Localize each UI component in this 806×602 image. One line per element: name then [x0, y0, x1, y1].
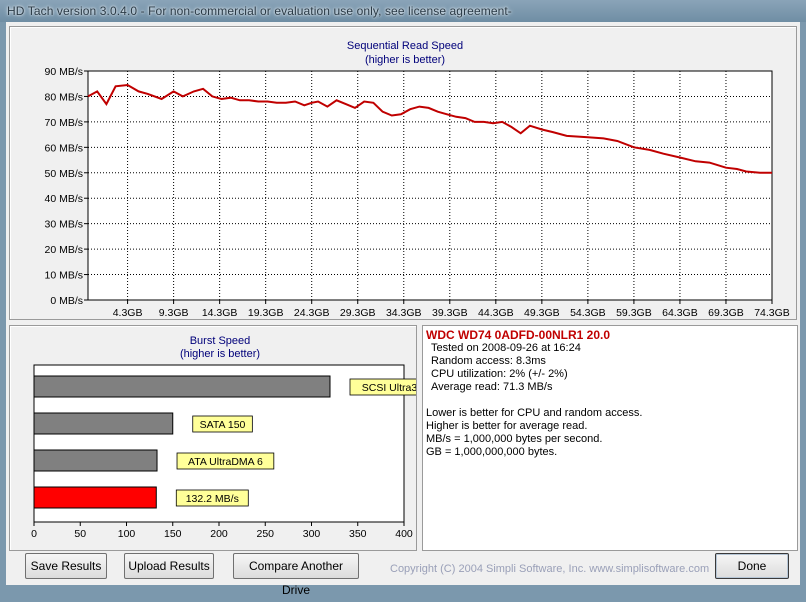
drive-model: WDC WD74 0ADFD-00NLR1 20.0	[426, 328, 611, 342]
seq-plot-area	[87, 70, 773, 301]
seq-xtick-label: 4.3GB	[113, 307, 143, 319]
seq-ytick-label: 20 MB/s	[44, 244, 83, 256]
burst-bar-label: 132.2 MB/s	[186, 493, 239, 505]
note-mbs: MB/s = 1,000,000 bytes per second.	[426, 433, 603, 445]
sequential-read-chart: Sequential Read Speed (higher is better)…	[44, 40, 790, 319]
done-button[interactable]: Done	[715, 553, 789, 579]
seq-xtick-label: 44.3GB	[478, 307, 514, 319]
burst-xtick-label: 50	[74, 528, 86, 540]
sequential-read-line	[87, 83, 772, 174]
burst-chart-subtitle: (higher is better)	[180, 348, 260, 360]
seq-ytick-label: 0 MB/s	[50, 295, 83, 307]
burst-bar-label-box	[192, 415, 253, 433]
seq-ytick-label: 80 MB/s	[44, 91, 83, 103]
burst-xtick-label: 150	[164, 528, 182, 540]
burst-xtick-label: 200	[210, 528, 228, 540]
seq-ytick-label: 10 MB/s	[44, 270, 83, 282]
save-results-button[interactable]: Save Results	[25, 553, 107, 579]
seq-xtick-label: 69.3GB	[708, 307, 744, 319]
seq-xtick-label: 74.3GB	[754, 307, 790, 319]
seq-xtick-label: 64.3GB	[662, 307, 698, 319]
burst-bar	[33, 449, 158, 472]
burst-bar-label: ATA UltraDMA 6	[188, 456, 263, 468]
burst-xtick-label: 100	[118, 528, 136, 540]
sequential-chart-panel: Sequential Read Speed (higher is better)…	[9, 26, 797, 320]
seq-xtick-label: 29.3GB	[340, 307, 376, 319]
tested-date: Tested on 2008-09-26 at 16:24	[431, 342, 581, 354]
burst-xtick-label: 250	[256, 528, 274, 540]
seq-ytick-label: 90 MB/s	[44, 66, 83, 78]
burst-chart-title: Burst Speed	[190, 335, 251, 347]
drive-info-panel: WDC WD74 0ADFD-00NLR1 20.0 Tested on 200…	[422, 325, 798, 551]
burst-xtick-label: 300	[303, 528, 321, 540]
random-access: Random access: 8.3ms	[431, 355, 546, 367]
seq-xtick-label: 39.3GB	[432, 307, 468, 319]
burst-bar	[33, 486, 157, 509]
burst-xtick-label: 400	[395, 528, 413, 540]
seq-xtick-label: 14.3GB	[202, 307, 238, 319]
burst-speed-chart: Burst Speed (higher is better) SCSI Ultr…	[31, 335, 416, 540]
burst-bar-label: SCSI Ultra320	[362, 382, 416, 394]
burst-chart-panel: Burst Speed (higher is better) SCSI Ultr…	[9, 325, 417, 551]
seq-ytick-label: 30 MB/s	[44, 219, 83, 231]
seq-ytick-label: 60 MB/s	[44, 142, 83, 154]
upload-results-button[interactable]: Upload Results	[124, 553, 214, 579]
title-bar: HD Tach version 3.0.4.0 - For non-commer…	[0, 0, 806, 22]
seq-ytick-label: 40 MB/s	[44, 193, 83, 205]
seq-xtick-label: 24.3GB	[294, 307, 330, 319]
burst-bar	[33, 375, 331, 398]
seq-xtick-label: 49.3GB	[524, 307, 560, 319]
seq-xtick-label: 54.3GB	[570, 307, 606, 319]
burst-bar-label-box	[175, 489, 249, 507]
copyright-text: Copyright (C) 2004 Simpli Software, Inc.…	[390, 563, 710, 575]
seq-xtick-label: 59.3GB	[616, 307, 652, 319]
main-window: Sequential Read Speed (higher is better)…	[6, 22, 800, 597]
burst-xtick-label: 0	[31, 528, 37, 540]
burst-xtick-label: 350	[349, 528, 367, 540]
seq-chart-subtitle: (higher is better)	[365, 54, 445, 66]
seq-chart-title: Sequential Read Speed	[347, 40, 463, 52]
burst-bar-label-box	[176, 452, 275, 470]
seq-ytick-label: 70 MB/s	[44, 117, 83, 129]
burst-bar-label-box	[349, 378, 416, 396]
burst-bar	[33, 412, 174, 435]
note-cpu: Lower is better for CPU and random acces…	[426, 407, 643, 419]
burst-bar-label: SATA 150	[200, 419, 246, 431]
seq-xtick-label: 19.3GB	[248, 307, 284, 319]
window-title: HD Tach version 3.0.4.0 - For non-commer…	[7, 4, 512, 18]
note-average: Higher is better for average read.	[426, 420, 588, 432]
seq-ytick-label: 50 MB/s	[44, 168, 83, 180]
compare-drive-button[interactable]: Compare Another Drive	[233, 553, 359, 597]
seq-xtick-label: 9.3GB	[159, 307, 189, 319]
seq-xtick-label: 34.3GB	[386, 307, 422, 319]
average-read: Average read: 71.3 MB/s	[431, 381, 553, 393]
cpu-utilization: CPU utilization: 2% (+/- 2%)	[431, 368, 568, 380]
note-gb: GB = 1,000,000,000 bytes.	[426, 446, 558, 458]
